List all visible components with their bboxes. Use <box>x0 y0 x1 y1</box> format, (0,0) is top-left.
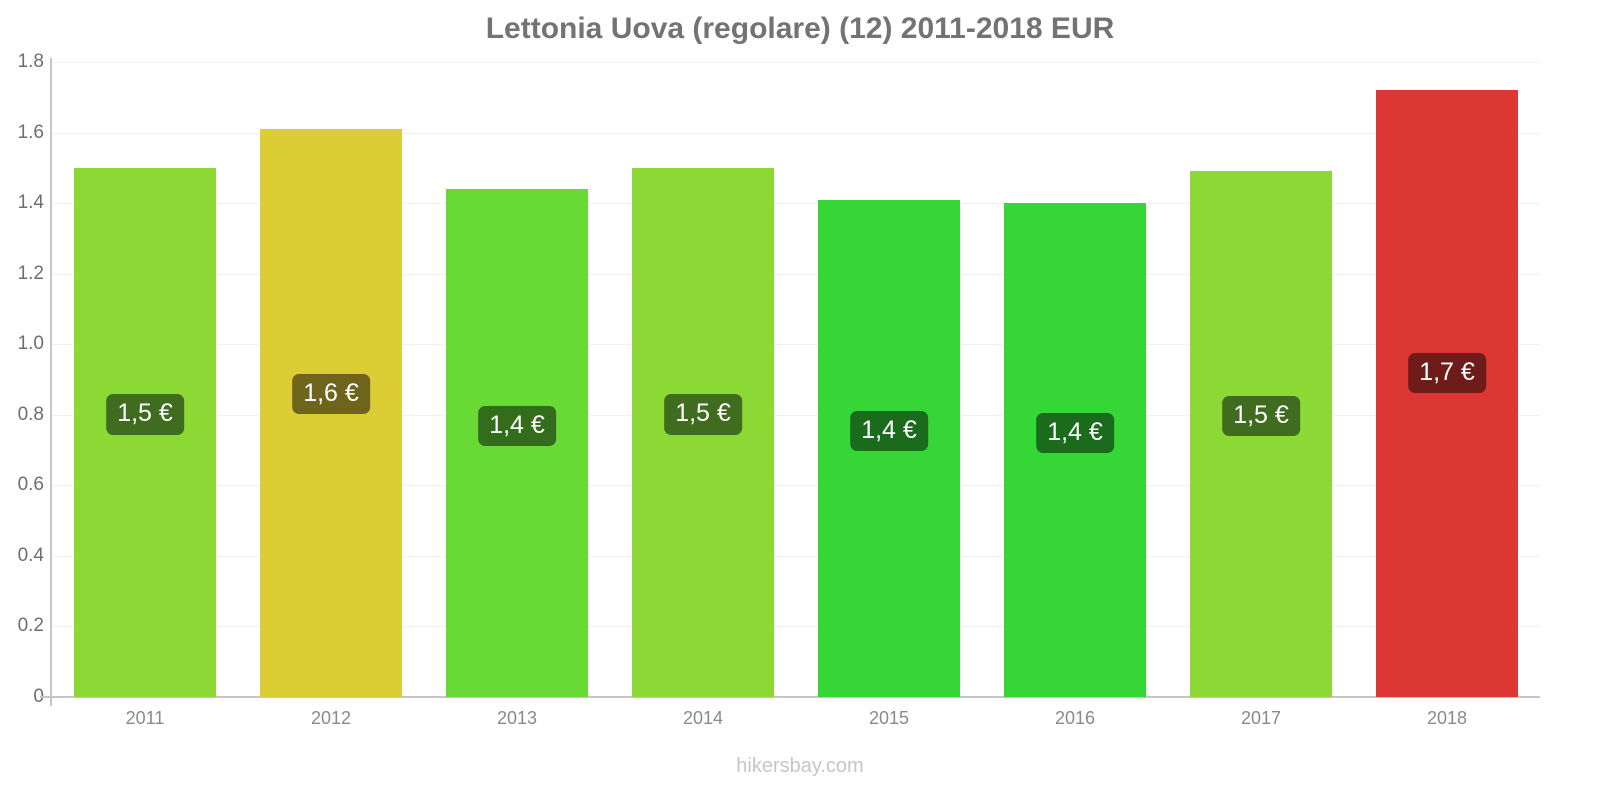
bar-value-label: 1,4 € <box>850 411 928 452</box>
x-tick-label: 2015 <box>868 708 910 728</box>
gridline <box>52 485 1540 487</box>
y-tick-label: 0 <box>33 686 44 707</box>
bar-value-label: 1,5 € <box>1222 396 1300 437</box>
bar-group[interactable]: 1,6 € <box>260 129 402 697</box>
y-tick-label: 1.2 <box>17 262 44 284</box>
gridline <box>52 344 1540 346</box>
x-axis-line <box>40 696 1540 698</box>
y-tick-label: 0.4 <box>17 544 44 566</box>
y-tick-label: 1.0 <box>17 333 44 355</box>
gridline <box>52 414 1540 416</box>
y-tick-label: 1.4 <box>17 192 44 214</box>
y-tick-label: 1.8 <box>17 51 44 72</box>
bar-value-label: 1,4 € <box>1036 413 1114 454</box>
y-tick-label: 1.6 <box>17 121 44 143</box>
y-axis-line <box>50 58 52 706</box>
y-tick-label: 0.6 <box>17 474 44 496</box>
gridline <box>52 203 1540 205</box>
bar-value-label: 1,6 € <box>292 373 370 414</box>
bar-value-label: 1,5 € <box>106 394 184 435</box>
chart-title: Lettonia Uova (regolare) (12) 2011-2018 … <box>485 12 1115 45</box>
bar-group[interactable]: 1,7 € <box>1376 90 1518 697</box>
y-tick-label: 0.2 <box>17 615 44 637</box>
bar-group[interactable]: 1,5 € <box>1190 171 1332 697</box>
x-tick-label: 2011 <box>125 708 165 728</box>
bar-group[interactable]: 1,4 € <box>1004 203 1146 697</box>
x-tick-label: 2018 <box>1426 708 1468 728</box>
x-tick-label: 2017 <box>1240 708 1282 728</box>
gridline <box>52 273 1540 275</box>
bar-group[interactable]: 1,5 € <box>632 167 774 697</box>
x-tick-label: 2016 <box>1054 708 1096 728</box>
bar-value-label: 1,5 € <box>664 394 742 435</box>
gridline <box>52 62 1540 63</box>
bar-group[interactable]: 1,4 € <box>818 199 960 697</box>
x-tick-label: 2014 <box>682 708 724 728</box>
gridline <box>52 626 1540 628</box>
x-tick-label: 2013 <box>496 708 538 728</box>
gridline <box>52 555 1540 557</box>
footer-watermark: hikersbay.com <box>736 755 864 777</box>
plot-area: 1,5 € 1,6 € 1,4 € 1,5 € 1,4 € 1,4 € 1,5 € 1,7 € <box>52 62 1540 697</box>
bar-value-label: 1,4 € <box>478 405 556 446</box>
gridline <box>52 132 1540 134</box>
bar[interactable] <box>1376 90 1518 697</box>
x-tick-label: 2012 <box>310 708 352 728</box>
bar-group[interactable]: 1,4 € <box>446 189 588 697</box>
bar-value-label: 1,7 € <box>1408 353 1486 394</box>
bar-group[interactable]: 1,5 € <box>74 167 216 697</box>
y-tick-label: 0.8 <box>17 403 44 425</box>
